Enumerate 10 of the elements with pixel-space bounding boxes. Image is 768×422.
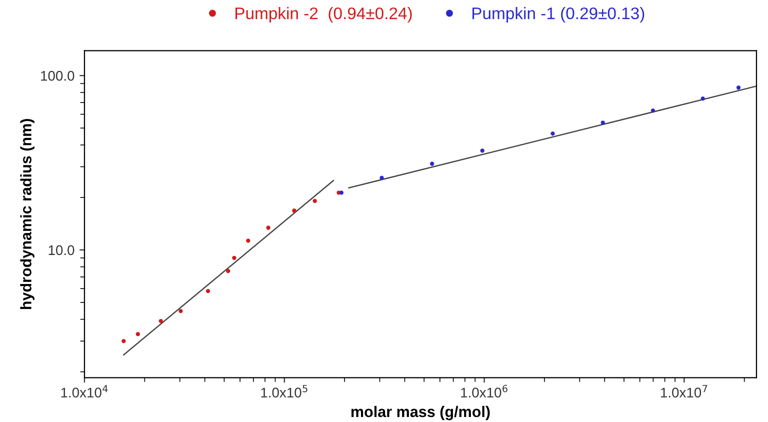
y-tick-label: 100.0: [41, 70, 74, 81]
x-axis-title: molar mass (g/mol): [351, 406, 490, 420]
legend-label: Pumpkin -2 (0.94±0.24): [235, 7, 412, 23]
x-tick-label: 1.0x10$^{6}$: [461, 384, 508, 398]
x-tick-label: 1.0x10$^{7}$: [660, 384, 708, 398]
y-axis-title: hydrodynamic radius (nm): [20, 118, 34, 310]
x-tick-label: 1.0x10$^{4}$: [61, 384, 108, 398]
x-tick-label: 1.0x10$^{5}$: [261, 384, 308, 398]
legend-label: Pumpkin -1 (0.29±0.13): [472, 7, 644, 23]
y-tick-label: 10.0: [48, 245, 74, 256]
